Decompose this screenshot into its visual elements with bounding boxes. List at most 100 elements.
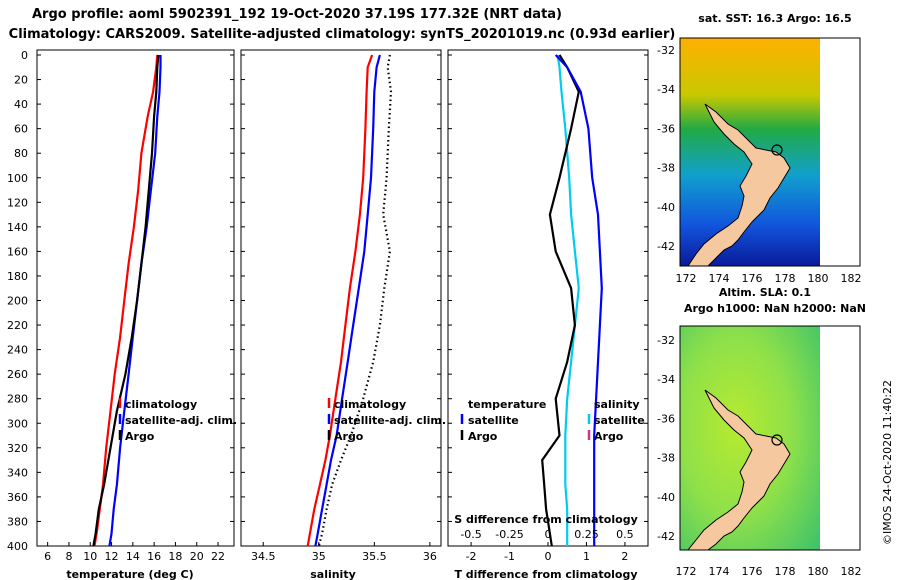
- x-tick-label: 20: [190, 550, 204, 563]
- temperature-xlabel: temperature (deg C): [66, 568, 193, 580]
- map-lon-tick-label: 174: [709, 565, 730, 578]
- depth-tick-label: 20: [14, 74, 28, 87]
- map-lat-tick-label: -38: [657, 452, 675, 465]
- x2-tick-label: 0.25: [574, 528, 599, 541]
- sst-map-frame: [679, 37, 861, 267]
- sla-map-frame: [679, 325, 861, 551]
- x-tick-label: 36: [423, 550, 437, 563]
- legend-label-temp-argo: Argo: [468, 430, 498, 443]
- depth-tick-label: 120: [7, 196, 28, 209]
- depth-tick-label: 360: [7, 491, 28, 504]
- x-tick-label: 0: [545, 550, 552, 563]
- map-lat-tick-label: -42: [657, 530, 675, 543]
- map-lon-tick-label: 176: [742, 565, 763, 578]
- map-lat-tick-label: -36: [657, 412, 675, 425]
- x2-tick-label: 0.5: [616, 528, 634, 541]
- map-lon-tick-label: 178: [775, 272, 796, 285]
- legend-label-argo: Argo: [125, 430, 155, 443]
- salinity-xlabel: salinity: [310, 568, 356, 580]
- new-zealand-land: [686, 389, 791, 551]
- x-tick-label: 12: [105, 550, 119, 563]
- series-line-argo: [92, 54, 160, 547]
- x-tick-label: 6: [44, 550, 51, 563]
- map-lon-tick-label: 180: [808, 565, 829, 578]
- x-tick-label: 35: [312, 550, 326, 563]
- depth-tick-label: 260: [7, 368, 28, 381]
- map-lon-tick-label: 182: [841, 565, 862, 578]
- figure-title-line1: Argo profile: aoml 5902391_192 19-Oct-20…: [32, 7, 562, 22]
- map-lon-tick-label: 172: [676, 565, 697, 578]
- map-lat-tick-label: -40: [657, 201, 675, 214]
- x-tick-label: -1: [504, 550, 515, 563]
- series-line-climatology: [306, 54, 374, 547]
- legend-title-salinity: salinity: [594, 398, 640, 411]
- x-tick-label: -2: [466, 550, 477, 563]
- legend-label-temp-satellite: satellite: [468, 414, 519, 427]
- depth-tick-label: 180: [7, 270, 28, 283]
- map-lat-tick-label: -38: [657, 162, 675, 175]
- series-line-satellite-adj-clim-: [314, 54, 381, 547]
- map-lat-tick-label: -42: [657, 240, 675, 253]
- legend-label-satellite-adj: satellite-adj. clim.: [334, 414, 446, 427]
- depth-tick-label: 320: [7, 442, 28, 455]
- map-lat-tick-label: -36: [657, 122, 675, 135]
- credit-text: ©IMOS 24-Oct-2020 11:40:22: [881, 380, 894, 545]
- temperature-legend: climatology satellite-adj. clim. Argo: [118, 398, 237, 443]
- legend-label-satellite-adj: satellite-adj. clim.: [125, 414, 237, 427]
- depth-tick-label: 100: [7, 172, 28, 185]
- x-tick-label: 2: [621, 550, 628, 563]
- x2-tick-label: 0: [545, 528, 552, 541]
- diff-xlabel: T difference from climatology: [454, 568, 637, 580]
- legend-label-climatology: climatology: [125, 398, 197, 411]
- depth-tick-label: 0: [21, 49, 28, 62]
- depth-tick-label: 240: [7, 344, 28, 357]
- x-tick-label: 18: [168, 550, 182, 563]
- depth-tick-label: 220: [7, 319, 28, 332]
- map-lon-tick-label: 174: [709, 272, 730, 285]
- map-lon-tick-label: 176: [742, 272, 763, 285]
- map-lon-tick-label: 172: [676, 272, 697, 285]
- depth-tick-label: 140: [7, 221, 28, 234]
- x-tick-label: 35.5: [362, 550, 387, 563]
- depth-tick-label: 340: [7, 466, 28, 479]
- map-lat-tick-label: -32: [657, 334, 675, 347]
- legend-title-temperature: temperature: [468, 398, 546, 411]
- difference-legend: temperature satellite Argo salinity sate…: [460, 398, 645, 443]
- new-zealand-land: [687, 103, 791, 267]
- depth-tick-label: 380: [7, 515, 28, 528]
- series-line-salinity-satellite: [554, 54, 603, 546]
- map-lat-tick-label: -34: [657, 373, 675, 386]
- x-tick-label: 1: [583, 550, 590, 563]
- depth-tick-label: 300: [7, 417, 28, 430]
- sla-land-blank: [820, 326, 860, 550]
- argo-position-marker: [771, 434, 783, 446]
- depth-tick-label: 40: [14, 98, 28, 111]
- x-tick-label: 10: [83, 550, 97, 563]
- depth-tick-label: 280: [7, 393, 28, 406]
- argo-position-marker: [771, 144, 783, 156]
- x-tick-label: 34.5: [251, 550, 276, 563]
- legend-label-argo: Argo: [334, 430, 364, 443]
- depth-tick-label: 400: [7, 540, 28, 553]
- sst-land-blank: [820, 38, 860, 266]
- series-line-temperature-argo: [541, 54, 580, 547]
- diff-xlabel2: S difference from climatology: [454, 513, 638, 526]
- depth-tick-label: 80: [14, 147, 28, 160]
- temperature-panel-frame: [36, 49, 235, 547]
- depth-tick-label: 200: [7, 295, 28, 308]
- map-lat-tick-label: -40: [657, 491, 675, 504]
- legend-label-climatology: climatology: [334, 398, 406, 411]
- sla-map-title2: Argo h1000: NaN h2000: NaN: [684, 302, 866, 315]
- sst-map: [679, 37, 861, 267]
- map-lon-tick-label: 180: [808, 272, 829, 285]
- depth-tick-label: 160: [7, 245, 28, 258]
- map-lat-tick-label: -34: [657, 83, 675, 96]
- series-line-temperature-satellite: [556, 54, 580, 546]
- figure-title-line2: Climatology: CARS2009. Satellite-adjuste…: [9, 27, 676, 42]
- salinity-panel-frame: [240, 49, 442, 547]
- x2-tick-label: -0.25: [495, 528, 523, 541]
- x2-tick-label: -0.5: [460, 528, 481, 541]
- sla-map: [679, 325, 861, 551]
- depth-tick-label: 60: [14, 123, 28, 136]
